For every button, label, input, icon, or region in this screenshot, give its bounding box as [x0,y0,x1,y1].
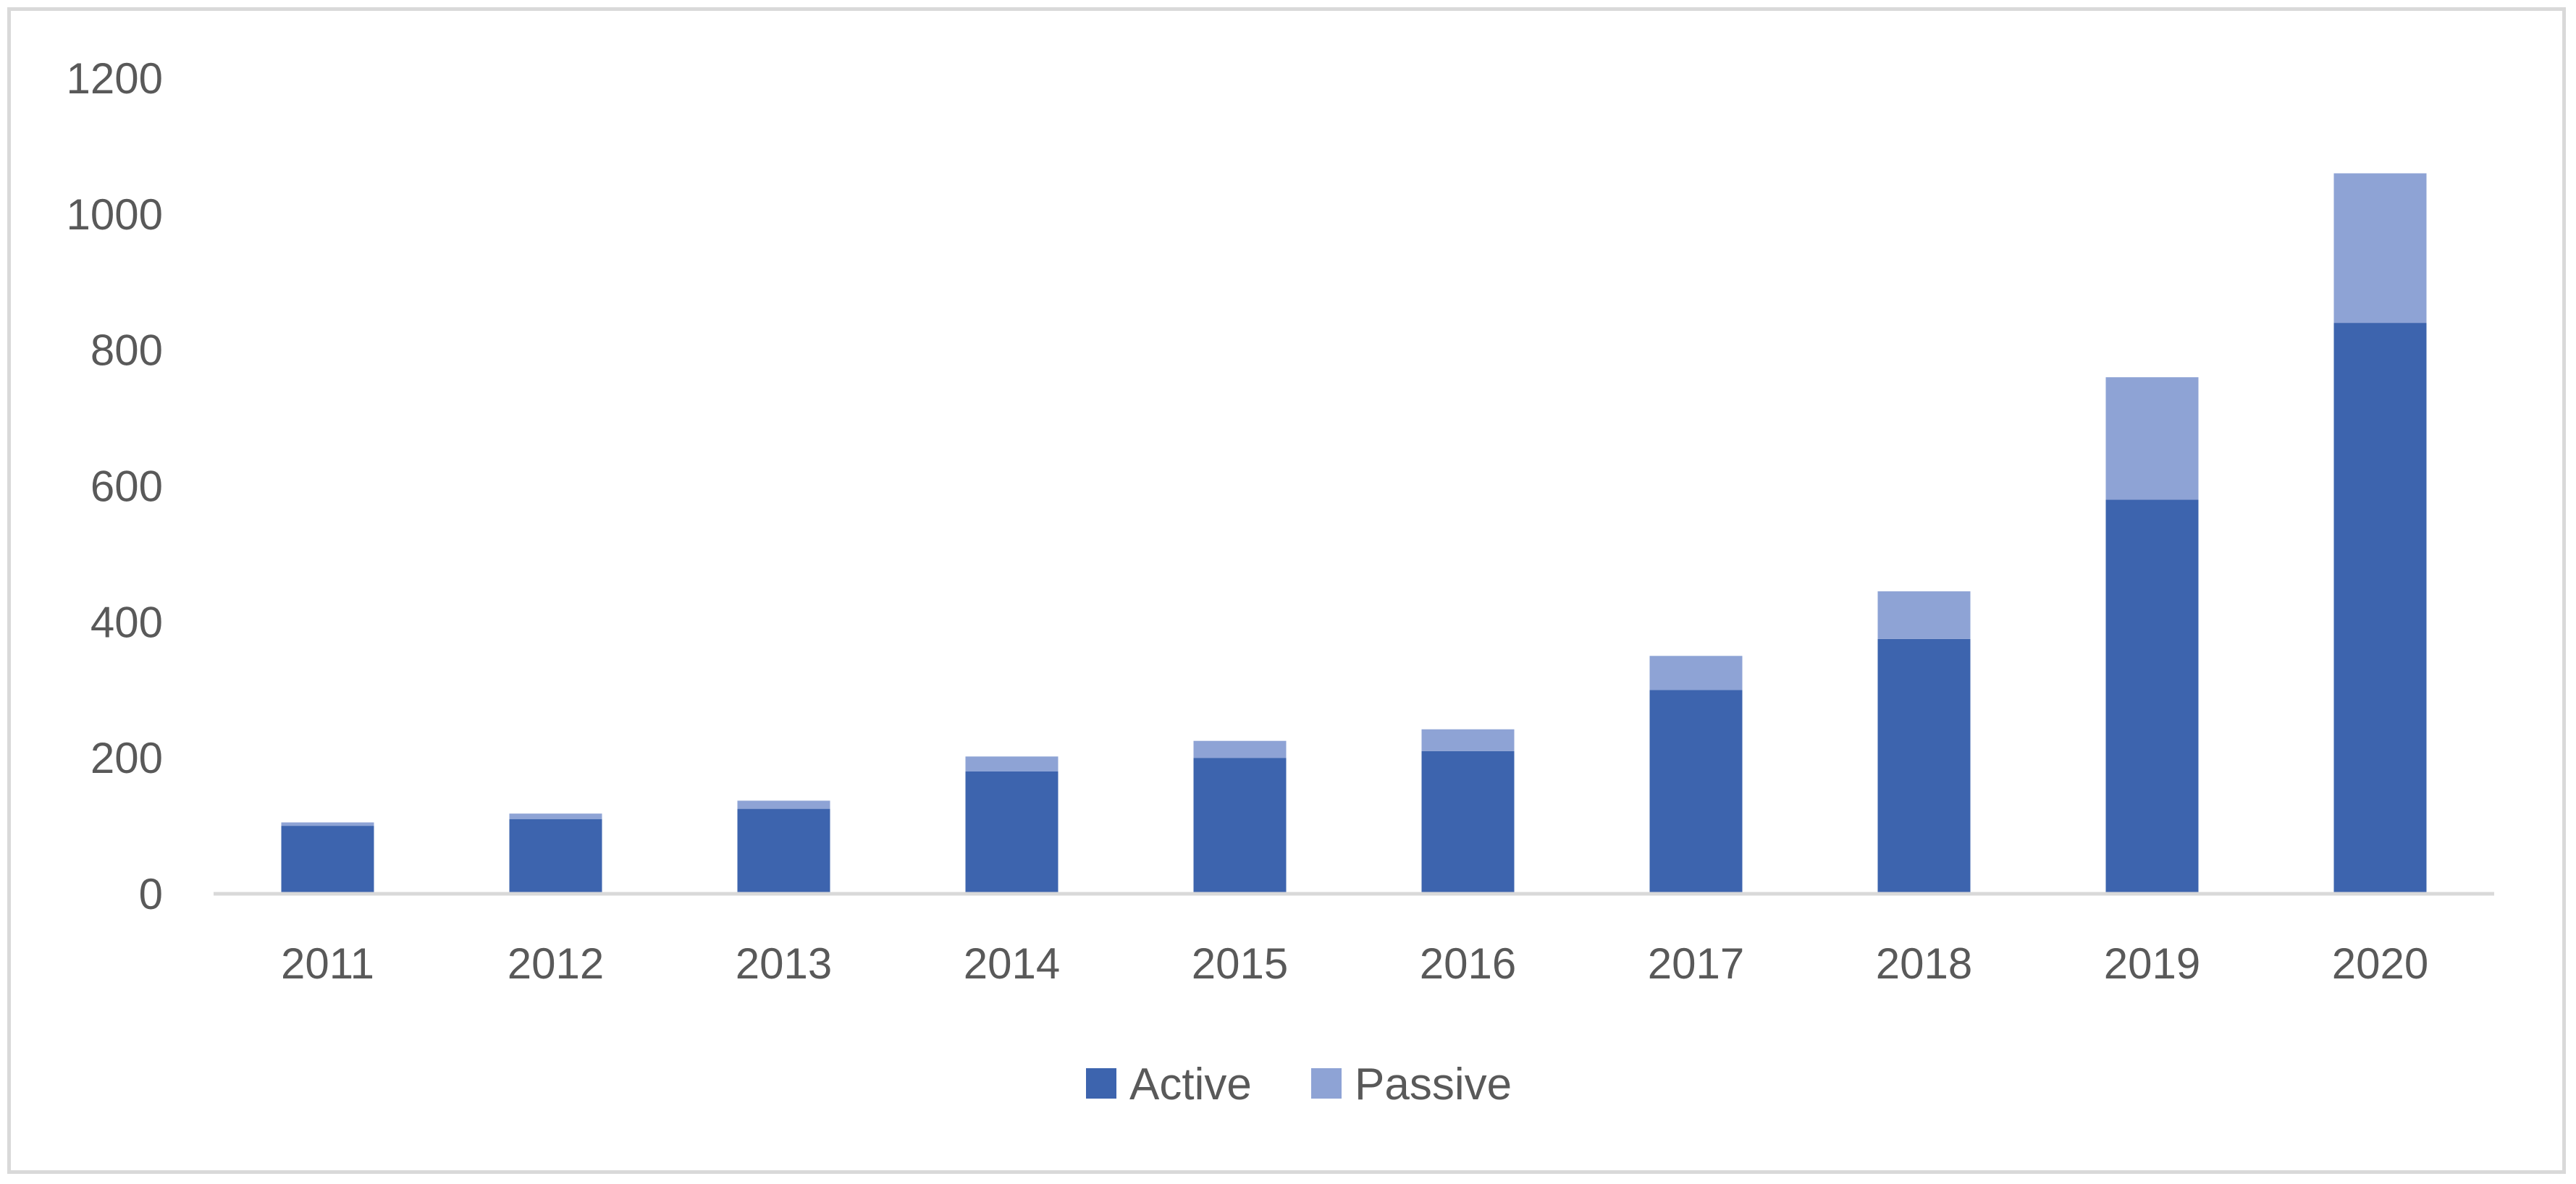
bar-passive-2020 [2333,173,2427,324]
x-tick-label: 2011 [281,939,374,988]
x-axis-ticks: 2011 2012 2013 2014 2015 2016 2017 2018 2019 2020 [281,939,2428,988]
x-tick-label: 2014 [964,939,1060,988]
x-tick-label: 2012 [508,939,604,988]
legend-label-active: Active [1129,1060,1252,1109]
bar-active-2012 [509,819,602,894]
x-tick-label: 2020 [2332,939,2428,988]
bar-active-2017 [1649,690,1743,894]
y-axis-ticks: 0 200 400 600 800 1000 1200 [67,54,163,918]
y-tick-label: 200 [91,734,163,782]
y-tick-label: 1200 [67,54,163,103]
x-tick-label: 2015 [1192,939,1288,988]
bar-active-2015 [1193,758,1287,894]
x-tick-label: 2017 [1648,939,1744,988]
bar-active-2019 [2105,499,2199,894]
bar-passive-2018 [1877,591,1971,639]
x-tick-label: 2018 [1876,939,1972,988]
y-tick-label: 400 [91,598,163,646]
y-tick-label: 1000 [67,190,163,239]
x-tick-label: 2019 [2104,939,2200,988]
bar-passive-2013 [737,800,830,809]
bar-active-2016 [1421,750,1515,894]
bar-active-2020 [2333,323,2427,895]
y-tick-label: 0 [139,870,163,918]
bar-active-2011 [281,826,374,894]
bar-passive-2012 [509,813,602,819]
bars [281,173,2427,895]
bar-passive-2019 [2105,377,2199,500]
bar-passive-2011 [281,822,374,826]
x-tick-label: 2013 [736,939,832,988]
bar-passive-2016 [1421,729,1515,751]
bar-active-2013 [737,808,830,894]
bar-active-2014 [965,771,1058,894]
y-tick-label: 800 [91,326,163,375]
bar-passive-2017 [1649,656,1743,690]
legend: Active Passive [1086,1060,1512,1109]
bar-active-2018 [1877,638,1971,894]
legend-swatch-passive [1311,1068,1342,1099]
bar-passive-2014 [965,756,1058,771]
legend-swatch-active [1086,1068,1116,1099]
x-tick-label: 2016 [1420,939,1516,988]
legend-label-passive: Passive [1355,1060,1512,1109]
y-tick-label: 600 [91,462,163,511]
bar-passive-2015 [1193,740,1287,758]
